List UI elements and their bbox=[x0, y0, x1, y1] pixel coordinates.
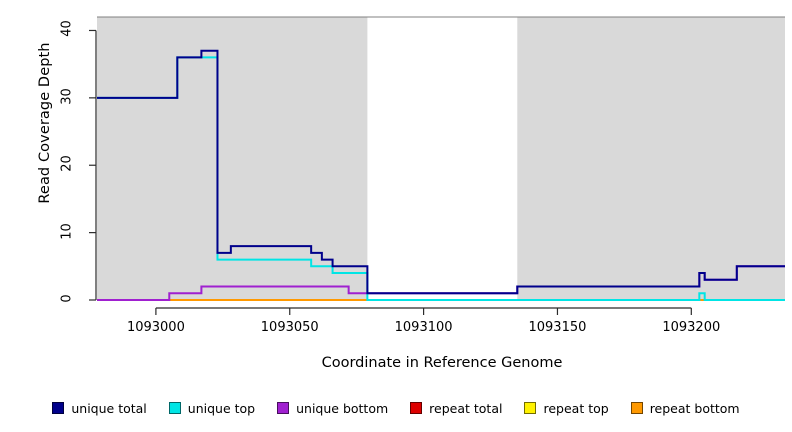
y-tick-label-3: 30 bbox=[59, 88, 75, 105]
x-axis-title: Coordinate in Reference Genome bbox=[321, 355, 563, 371]
legend-item-repeat-total[interactable]: repeat total bbox=[410, 401, 502, 416]
y-tick-label-2: 20 bbox=[59, 155, 75, 173]
y-tick-label-0: 0 bbox=[59, 294, 75, 303]
y-tick-label-4: 40 bbox=[59, 20, 75, 38]
legend-swatch-icon bbox=[277, 402, 290, 414]
shaded-region-1 bbox=[97, 17, 368, 300]
legend-swatch-icon bbox=[52, 402, 65, 414]
legend-item-repeat-bottom[interactable]: repeat bottom bbox=[630, 400, 740, 416]
series-unique-total bbox=[97, 49, 785, 295]
chart-legend: unique total unique top unique bottom repea… bbox=[0, 396, 792, 420]
y-axis-title-container: Read Coverage Depth bbox=[0, 15, 53, 305]
y-tick-label-1: 10 bbox=[59, 222, 75, 240]
legend-item-repeat-top[interactable]: repeat top bbox=[524, 400, 609, 416]
x-tick-label-0: 1093000 bbox=[126, 320, 185, 335]
right-mask bbox=[785, 0, 792, 432]
legend-swatch-icon bbox=[410, 402, 423, 414]
x-tick-label-3: 1093150 bbox=[528, 320, 587, 335]
legend-label: unique bottom bbox=[296, 400, 389, 416]
x-tick-label-2: 1093100 bbox=[394, 320, 453, 335]
legend-label: repeat total bbox=[429, 400, 503, 416]
shaded-region-2 bbox=[517, 17, 785, 300]
x-tick-label-1: 1093050 bbox=[260, 320, 319, 335]
legend-label: repeat bottom bbox=[649, 400, 740, 416]
legend-item-unique-bottom[interactable]: unique bottom bbox=[277, 401, 388, 416]
legend-swatch-icon bbox=[630, 402, 643, 414]
y-axis-title: Read Coverage Depth bbox=[37, 42, 53, 204]
legend-item-unique-total[interactable]: unique total bbox=[52, 400, 147, 416]
legend-swatch-icon bbox=[524, 402, 537, 414]
x-tick-label-4: 1093200 bbox=[662, 320, 721, 335]
legend-label: repeat top bbox=[543, 400, 609, 416]
legend-item-unique-top[interactable]: unique top bbox=[168, 400, 256, 416]
legend-label: unique top bbox=[187, 400, 256, 416]
legend-swatch-icon bbox=[168, 402, 181, 414]
legend-label: unique total bbox=[71, 400, 147, 416]
